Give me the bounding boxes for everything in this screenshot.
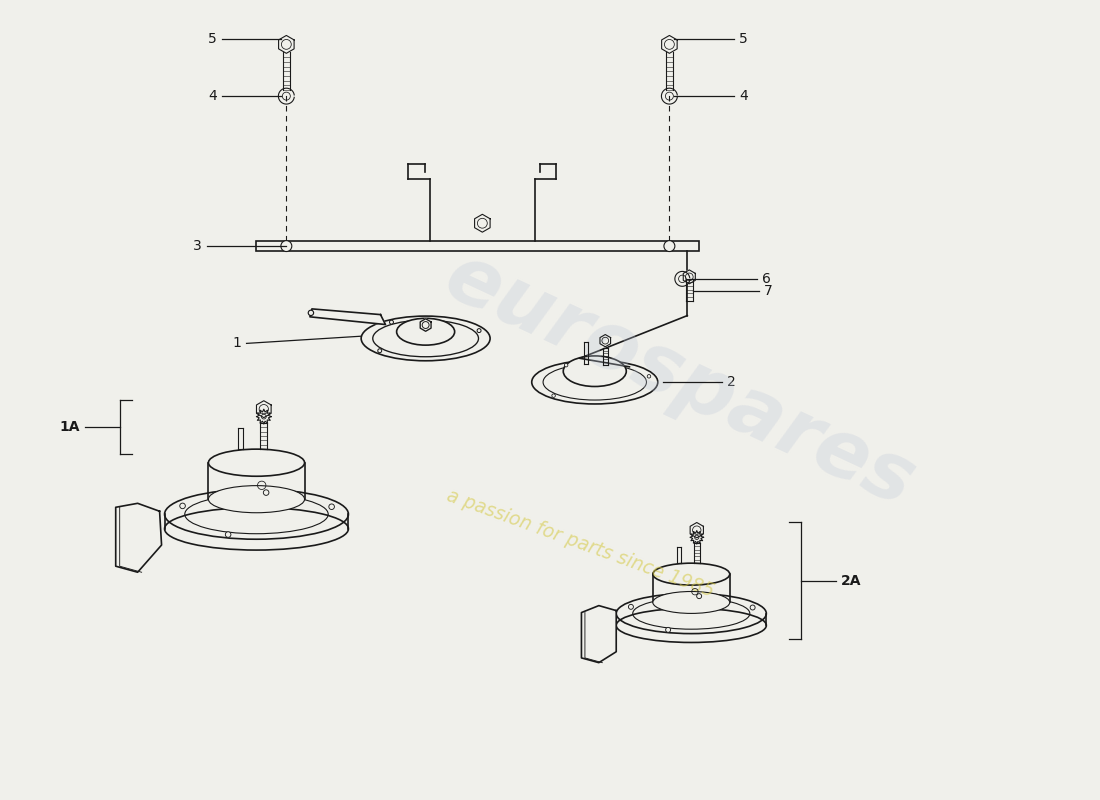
Text: 2: 2 (727, 375, 736, 389)
Ellipse shape (165, 489, 349, 539)
Polygon shape (683, 270, 695, 284)
Polygon shape (600, 334, 610, 346)
Ellipse shape (397, 318, 454, 345)
Text: a passion for parts since 1985: a passion for parts since 1985 (443, 486, 716, 602)
Circle shape (564, 363, 568, 367)
Polygon shape (256, 401, 271, 418)
Text: 1A: 1A (59, 420, 80, 434)
Polygon shape (582, 606, 616, 662)
Polygon shape (116, 503, 162, 572)
Text: 6: 6 (762, 272, 771, 286)
Circle shape (329, 504, 334, 510)
Circle shape (477, 329, 481, 333)
Circle shape (377, 349, 382, 353)
Ellipse shape (361, 316, 491, 361)
Circle shape (280, 241, 292, 251)
Text: eurospares: eurospares (432, 238, 926, 523)
Ellipse shape (531, 360, 658, 404)
Text: 4: 4 (739, 89, 748, 103)
Circle shape (628, 604, 634, 610)
Circle shape (179, 503, 185, 509)
Ellipse shape (652, 563, 729, 585)
Polygon shape (690, 530, 704, 544)
Polygon shape (310, 309, 385, 325)
Polygon shape (420, 318, 431, 331)
Polygon shape (661, 35, 678, 54)
Text: 4: 4 (208, 89, 217, 103)
Ellipse shape (563, 356, 626, 386)
Circle shape (389, 320, 394, 324)
Polygon shape (474, 214, 491, 232)
Text: 3: 3 (192, 239, 201, 253)
Polygon shape (278, 35, 294, 54)
Circle shape (552, 394, 556, 398)
Polygon shape (690, 522, 703, 538)
Circle shape (263, 490, 268, 495)
Ellipse shape (616, 594, 767, 634)
Ellipse shape (208, 486, 305, 513)
Circle shape (750, 605, 755, 610)
Circle shape (647, 374, 651, 378)
FancyBboxPatch shape (256, 241, 700, 251)
Text: 2A: 2A (842, 574, 861, 588)
Ellipse shape (652, 591, 729, 614)
Text: 5: 5 (739, 32, 748, 46)
Circle shape (696, 594, 702, 598)
Circle shape (226, 532, 231, 538)
Circle shape (664, 241, 675, 251)
Polygon shape (256, 409, 272, 424)
Text: 1: 1 (233, 336, 242, 350)
Text: 5: 5 (208, 32, 217, 46)
Ellipse shape (208, 449, 305, 476)
Circle shape (308, 310, 314, 315)
Circle shape (666, 627, 671, 632)
Text: 7: 7 (763, 284, 772, 298)
